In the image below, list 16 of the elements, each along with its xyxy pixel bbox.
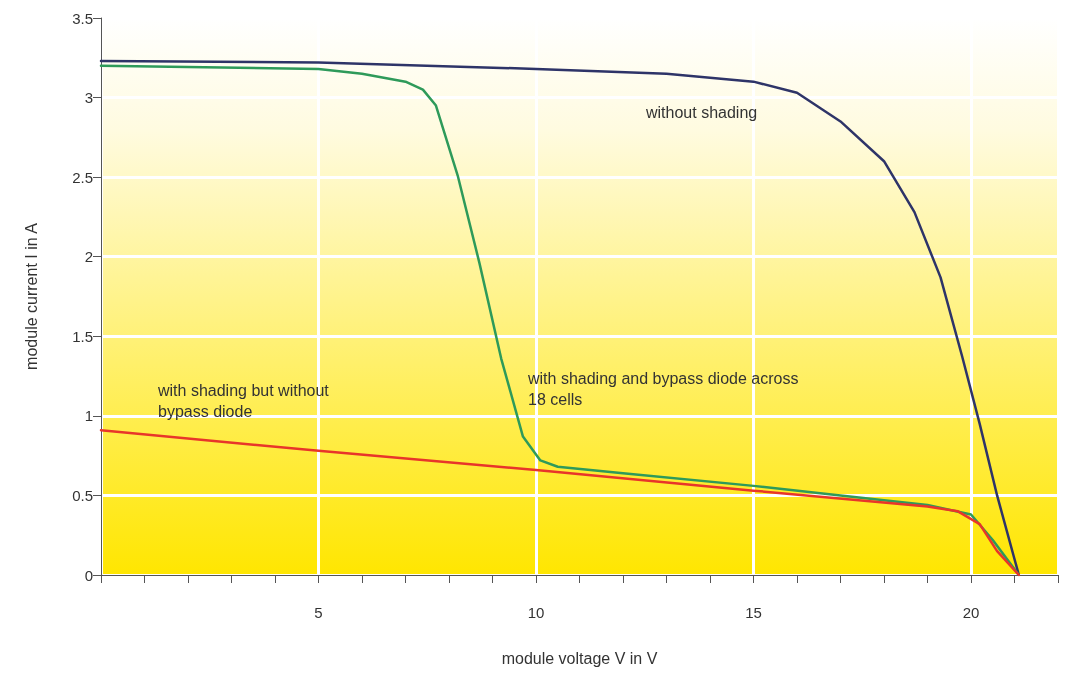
line-series	[99, 428, 1021, 577]
y-tick-label: 1	[84, 407, 93, 425]
y-tick-label: 3.5	[72, 9, 93, 27]
x-tick-label: 15	[745, 604, 762, 621]
y-tick-label: 2	[84, 248, 93, 266]
y-tick-label: 0.5	[72, 486, 93, 504]
x-tick-label: 5	[314, 604, 323, 621]
y-tick-label: 1.5	[72, 327, 93, 345]
y-axis-title: module current I in A	[22, 222, 40, 370]
y-tick-label: 3	[84, 89, 93, 107]
y-tick-label: 2.5	[72, 168, 93, 186]
y-tick-label: 0	[84, 566, 93, 584]
x-tick-label: 10	[527, 604, 545, 621]
x-axis-title: module voltage V in V	[501, 649, 658, 667]
x-tick-label: 20	[962, 604, 980, 621]
series-label: without shading	[645, 104, 758, 121]
